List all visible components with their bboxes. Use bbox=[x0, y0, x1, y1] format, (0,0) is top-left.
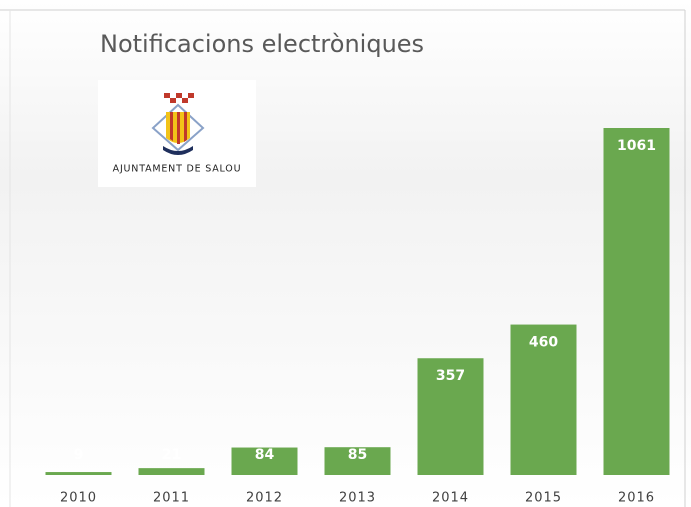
logo-ribbon bbox=[163, 146, 193, 155]
data-label: 84 bbox=[255, 447, 275, 463]
logo-text: AJUNTAMENT DE SALOU bbox=[113, 164, 242, 175]
logo-stripes bbox=[170, 112, 187, 144]
logo-crown bbox=[164, 93, 170, 98]
logo-crown bbox=[182, 98, 188, 103]
x-tick-label: 2015 bbox=[525, 491, 562, 506]
bar bbox=[417, 358, 484, 475]
x-tick-label: 2013 bbox=[339, 491, 376, 506]
x-tick-label: 2016 bbox=[618, 491, 655, 506]
bar bbox=[138, 468, 205, 475]
data-label: 9 bbox=[74, 447, 84, 463]
data-label: 357 bbox=[436, 368, 465, 384]
chart-title: Notificacions electròniques bbox=[100, 30, 424, 58]
bar bbox=[231, 447, 298, 475]
bar bbox=[510, 324, 577, 475]
x-tick-label: 2010 bbox=[60, 491, 97, 506]
data-label: 1061 bbox=[617, 138, 656, 154]
data-label: 85 bbox=[348, 447, 367, 463]
x-tick-label: 2014 bbox=[432, 491, 469, 506]
data-label: 21 bbox=[162, 447, 181, 463]
x-tick-label: 2011 bbox=[153, 491, 190, 506]
logo-crown bbox=[176, 93, 182, 98]
logo-crown bbox=[188, 93, 194, 98]
data-label: 460 bbox=[529, 335, 558, 351]
logo-crown bbox=[170, 98, 176, 103]
x-tick-label: 2012 bbox=[246, 491, 283, 506]
logo: AJUNTAMENT DE SALOU bbox=[98, 80, 256, 187]
bar bbox=[324, 447, 391, 475]
bar bbox=[603, 128, 670, 475]
bar bbox=[45, 472, 112, 475]
